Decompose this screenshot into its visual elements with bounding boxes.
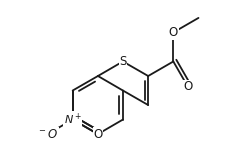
Text: O: O xyxy=(93,128,102,141)
Text: S: S xyxy=(119,55,127,68)
Text: O: O xyxy=(183,80,192,93)
Text: O: O xyxy=(169,26,178,39)
Text: $^-O$: $^-O$ xyxy=(37,128,58,141)
Text: $N^+$: $N^+$ xyxy=(63,112,82,127)
